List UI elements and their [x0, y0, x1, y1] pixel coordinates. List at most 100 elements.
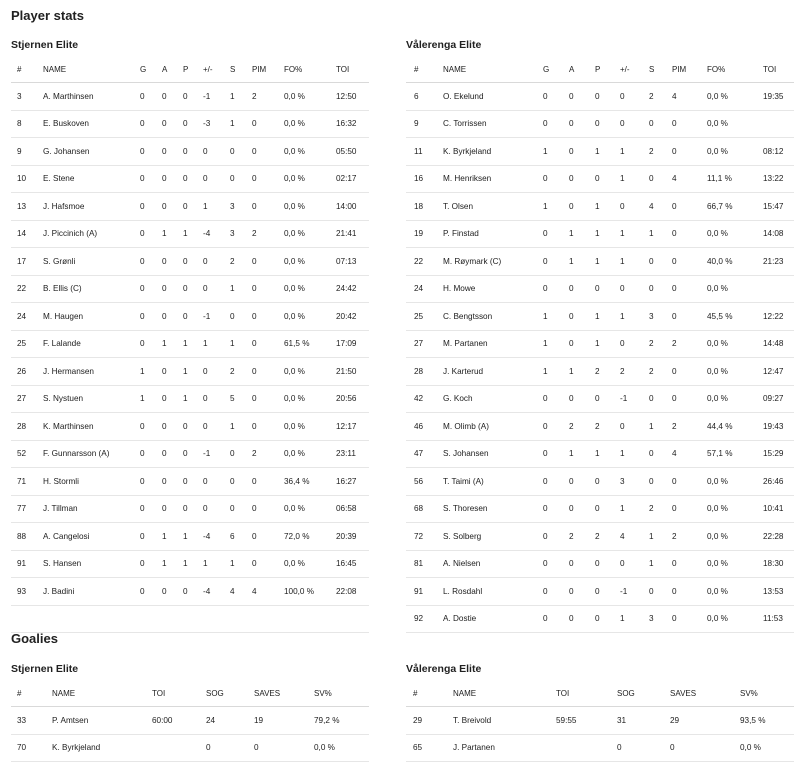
cell-plus-minus: -4	[203, 229, 211, 239]
cell-assists: 0	[162, 174, 167, 184]
cell-number: 9	[414, 119, 419, 129]
cell-assists: 0	[569, 174, 574, 184]
cell-toi: 22:28	[763, 531, 784, 541]
cell-fo-pct: 0,0 %	[284, 366, 305, 376]
cell-name[interactable]: S. Thoresen	[443, 504, 488, 514]
cell-name[interactable]: S. Grønli	[43, 256, 76, 266]
cell-shots: 2	[649, 366, 654, 376]
cell-name[interactable]: E. Buskoven	[43, 119, 89, 129]
cell-name[interactable]: J. Partanen	[453, 743, 495, 753]
cell-sog: 0	[617, 743, 622, 753]
table-row: 92 A. Dostie 0 0 0 1 3 0 0,0 % 11:53	[406, 606, 794, 633]
cell-pim: 0	[252, 366, 257, 376]
cell-name[interactable]: M. Henriksen	[443, 174, 492, 184]
cell-shots: 0	[649, 394, 654, 404]
cell-shots: 0	[649, 586, 654, 596]
cell-shots: 1	[230, 339, 235, 349]
cell-plus-minus: 0	[203, 394, 208, 404]
cell-name[interactable]: G. Johansen	[43, 146, 90, 156]
cell-sog: 0	[206, 743, 211, 753]
cell-name[interactable]: K. Byrkjeland	[52, 743, 101, 753]
cell-number: 3	[17, 91, 22, 101]
column-header-name: NAME	[43, 64, 67, 74]
column-header-sv-pct: SV%	[740, 688, 758, 698]
cell-name[interactable]: M. Olimb (A)	[443, 421, 489, 431]
table-row: 93 J. Badini 0 0 0 -4 4 4 100,0 % 22:08	[11, 578, 369, 606]
table-row: 71 H. Stormli 0 0 0 0 0 0 36,4 % 16:27	[11, 468, 369, 496]
cell-name[interactable]: J. Piccinich (A)	[43, 229, 98, 239]
table-row: 24 M. Haugen 0 0 0 -1 0 0 0,0 % 20:42	[11, 303, 369, 331]
cell-name[interactable]: C. Torrissen	[443, 119, 487, 129]
cell-name[interactable]: J. Hermansen	[43, 366, 94, 376]
cell-name[interactable]: S. Solberg	[443, 531, 482, 541]
cell-sv-pct: 93,5 %	[740, 715, 766, 725]
cell-shots: 0	[649, 449, 654, 459]
cell-name[interactable]: J. Badini	[43, 586, 75, 596]
cell-name[interactable]: S. Hansen	[43, 559, 82, 569]
table-header-row: # NAME TOI SOG SAVES SV%	[406, 680, 794, 707]
cell-plus-minus: 1	[620, 311, 625, 321]
cell-name[interactable]: T. Olsen	[443, 201, 474, 211]
cell-name[interactable]: L. Rosdahl	[443, 586, 483, 596]
column-header-sog: SOG	[206, 688, 224, 698]
cell-fo-pct: 0,0 %	[707, 229, 728, 239]
cell-name[interactable]: P. Finstad	[443, 229, 479, 239]
cell-name[interactable]: A. Nielsen	[443, 559, 481, 569]
cell-name[interactable]: S. Johansen	[443, 449, 489, 459]
table-row: 14 J. Piccinich (A) 0 1 1 -4 3 2 0,0 % 21:41	[11, 221, 369, 248]
cell-toi: 06:58	[336, 504, 357, 514]
cell-name[interactable]: A. Dostie	[443, 614, 477, 624]
cell-name[interactable]: A. Marthinsen	[43, 91, 94, 101]
cell-name[interactable]: T. Breivold	[453, 715, 492, 725]
cell-name[interactable]: P. Amtsen	[52, 715, 89, 725]
cell-pim: 4	[672, 91, 677, 101]
cell-fo-pct: 72,0 %	[284, 531, 310, 541]
cell-goals: 0	[543, 119, 548, 129]
cell-name[interactable]: J. Tillman	[43, 504, 78, 514]
cell-number: 14	[17, 229, 27, 239]
cell-name[interactable]: F. Gunnarsson (A)	[43, 449, 110, 459]
cell-shots: 3	[649, 311, 654, 321]
cell-pim: 0	[672, 366, 677, 376]
cell-saves: 19	[254, 715, 264, 725]
cell-name[interactable]: O. Ekelund	[443, 91, 484, 101]
cell-name[interactable]: J. Karterud	[443, 366, 484, 376]
cell-name[interactable]: K. Marthinsen	[43, 421, 94, 431]
cell-assists: 0	[162, 394, 167, 404]
cell-goals: 0	[543, 531, 548, 541]
cell-goals: 0	[543, 91, 548, 101]
cell-points: 0	[595, 174, 600, 184]
cell-shots: 0	[230, 311, 235, 321]
column-header-fo-pct: FO%	[707, 64, 726, 74]
column-header-toi: TOI	[336, 64, 350, 74]
cell-assists: 0	[569, 586, 574, 596]
cell-name[interactable]: M. Røymark (C)	[443, 256, 502, 266]
cell-name[interactable]: M. Haugen	[43, 311, 84, 321]
cell-name[interactable]: C. Bengtsson	[443, 311, 493, 321]
cell-fo-pct: 0,0 %	[707, 394, 728, 404]
cell-points: 1	[595, 339, 600, 349]
column-header-name: NAME	[52, 688, 76, 698]
cell-name[interactable]: K. Byrkjeland	[443, 146, 492, 156]
cell-name[interactable]: M. Partanen	[443, 339, 488, 349]
cell-name[interactable]: H. Stormli	[43, 476, 79, 486]
cell-toi: 12:22	[763, 311, 784, 321]
cell-name[interactable]: T. Taimi (A)	[443, 476, 484, 486]
cell-fo-pct: 0,0 %	[284, 559, 305, 569]
cell-name[interactable]: S. Nystuen	[43, 394, 84, 404]
cell-name[interactable]: F. Lalande	[43, 339, 81, 349]
cell-name[interactable]: J. Hafsmoe	[43, 201, 85, 211]
cell-name[interactable]: E. Stene	[43, 174, 75, 184]
column-header-toi: TOI	[763, 64, 777, 74]
cell-pim: 0	[252, 531, 257, 541]
cell-name[interactable]: B. Ellis (C)	[43, 284, 82, 294]
cell-name[interactable]: G. Koch	[443, 394, 473, 404]
cell-fo-pct: 0,0 %	[707, 366, 728, 376]
cell-name[interactable]: A. Cangelosi	[43, 531, 90, 541]
cell-pim: 0	[672, 586, 677, 596]
cell-fo-pct: 0,0 %	[707, 91, 728, 101]
cell-plus-minus: 4	[620, 531, 625, 541]
cell-toi: 08:12	[763, 146, 784, 156]
cell-name[interactable]: H. Mowe	[443, 284, 476, 294]
cell-number: 68	[414, 504, 424, 514]
